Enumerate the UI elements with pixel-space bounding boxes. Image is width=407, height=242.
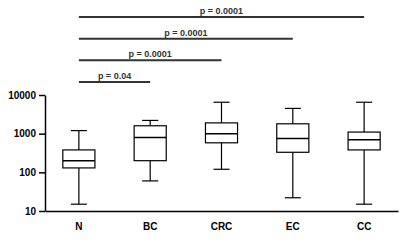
bracket-line bbox=[79, 38, 293, 40]
p-value-label: p = 0.0001 bbox=[164, 28, 207, 38]
box bbox=[63, 131, 95, 205]
x-tick-label: EC bbox=[286, 221, 300, 232]
box bbox=[205, 102, 237, 169]
bracket-line bbox=[79, 59, 222, 61]
x-axis-line bbox=[46, 211, 399, 213]
y-tick-mark bbox=[39, 211, 45, 213]
boxes bbox=[63, 102, 380, 204]
median-line bbox=[277, 138, 309, 140]
min-cap bbox=[71, 204, 87, 205]
box-body bbox=[63, 150, 95, 168]
max-cap bbox=[142, 120, 158, 121]
y-tick-label: 1000 bbox=[14, 128, 37, 139]
upper-whisker bbox=[292, 108, 293, 123]
box-body bbox=[348, 132, 380, 150]
min-cap bbox=[142, 180, 158, 181]
box bbox=[134, 120, 166, 180]
y-tick-label: 10 bbox=[25, 206, 37, 217]
x-tick-label: BC bbox=[143, 221, 157, 232]
lower-whisker bbox=[364, 150, 365, 204]
chart: 10100100010000NBCCRCECCCp = 0.0001p = 0.… bbox=[0, 0, 407, 242]
x-tick: N bbox=[75, 221, 82, 232]
median-line bbox=[134, 137, 166, 139]
lower-whisker bbox=[78, 168, 79, 204]
x-tick: CRC bbox=[211, 221, 233, 232]
y-tick-mark bbox=[39, 133, 45, 135]
max-cap bbox=[285, 108, 301, 109]
min-cap bbox=[285, 197, 301, 198]
box-body bbox=[134, 126, 166, 161]
upper-whisker bbox=[78, 131, 79, 150]
y-tick: 1000 bbox=[14, 128, 45, 139]
median-line bbox=[63, 160, 95, 162]
x-tick-label: N bbox=[75, 221, 82, 232]
upper-whisker bbox=[221, 102, 222, 123]
y-tick-mark bbox=[39, 172, 45, 174]
median-line bbox=[205, 133, 237, 135]
min-cap bbox=[213, 169, 229, 170]
p-value-label: p = 0.04 bbox=[98, 71, 131, 81]
x-tick: EC bbox=[286, 221, 300, 232]
lower-whisker bbox=[150, 161, 151, 181]
bracket-line bbox=[79, 81, 150, 83]
max-cap bbox=[356, 102, 372, 103]
bracket-line bbox=[79, 16, 364, 18]
min-cap bbox=[356, 204, 372, 205]
box bbox=[277, 108, 309, 197]
upper-whisker bbox=[150, 120, 151, 125]
annotations: p = 0.0001 p = 0.0001 p = 0.0001 p = 0.04 bbox=[79, 6, 364, 82]
box-body bbox=[205, 123, 237, 143]
median-line bbox=[348, 139, 380, 141]
x-axis: N BC CRC EC CC bbox=[46, 212, 399, 233]
y-axis: 10 100 1000 10000 bbox=[8, 90, 45, 217]
x-tick: BC bbox=[143, 221, 157, 232]
p-value-label: p = 0.0001 bbox=[200, 6, 243, 16]
y-tick: 100 bbox=[19, 167, 45, 178]
y-tick: 10000 bbox=[8, 90, 45, 101]
x-tick-label: CC bbox=[357, 221, 371, 232]
p-value-label: p = 0.0001 bbox=[129, 49, 172, 59]
box bbox=[348, 102, 380, 204]
max-cap bbox=[213, 102, 229, 103]
max-cap bbox=[71, 130, 87, 131]
lower-whisker bbox=[221, 143, 222, 169]
upper-whisker bbox=[364, 102, 365, 132]
x-tick-label: CRC bbox=[211, 221, 233, 232]
y-tick-label: 10000 bbox=[8, 90, 36, 101]
y-tick-mark bbox=[39, 95, 45, 97]
y-axis-line bbox=[45, 96, 47, 212]
y-tick-label: 100 bbox=[19, 167, 36, 178]
x-tick: CC bbox=[357, 221, 371, 232]
box-body bbox=[277, 124, 309, 152]
lower-whisker bbox=[292, 152, 293, 197]
y-tick: 10 bbox=[25, 206, 45, 217]
